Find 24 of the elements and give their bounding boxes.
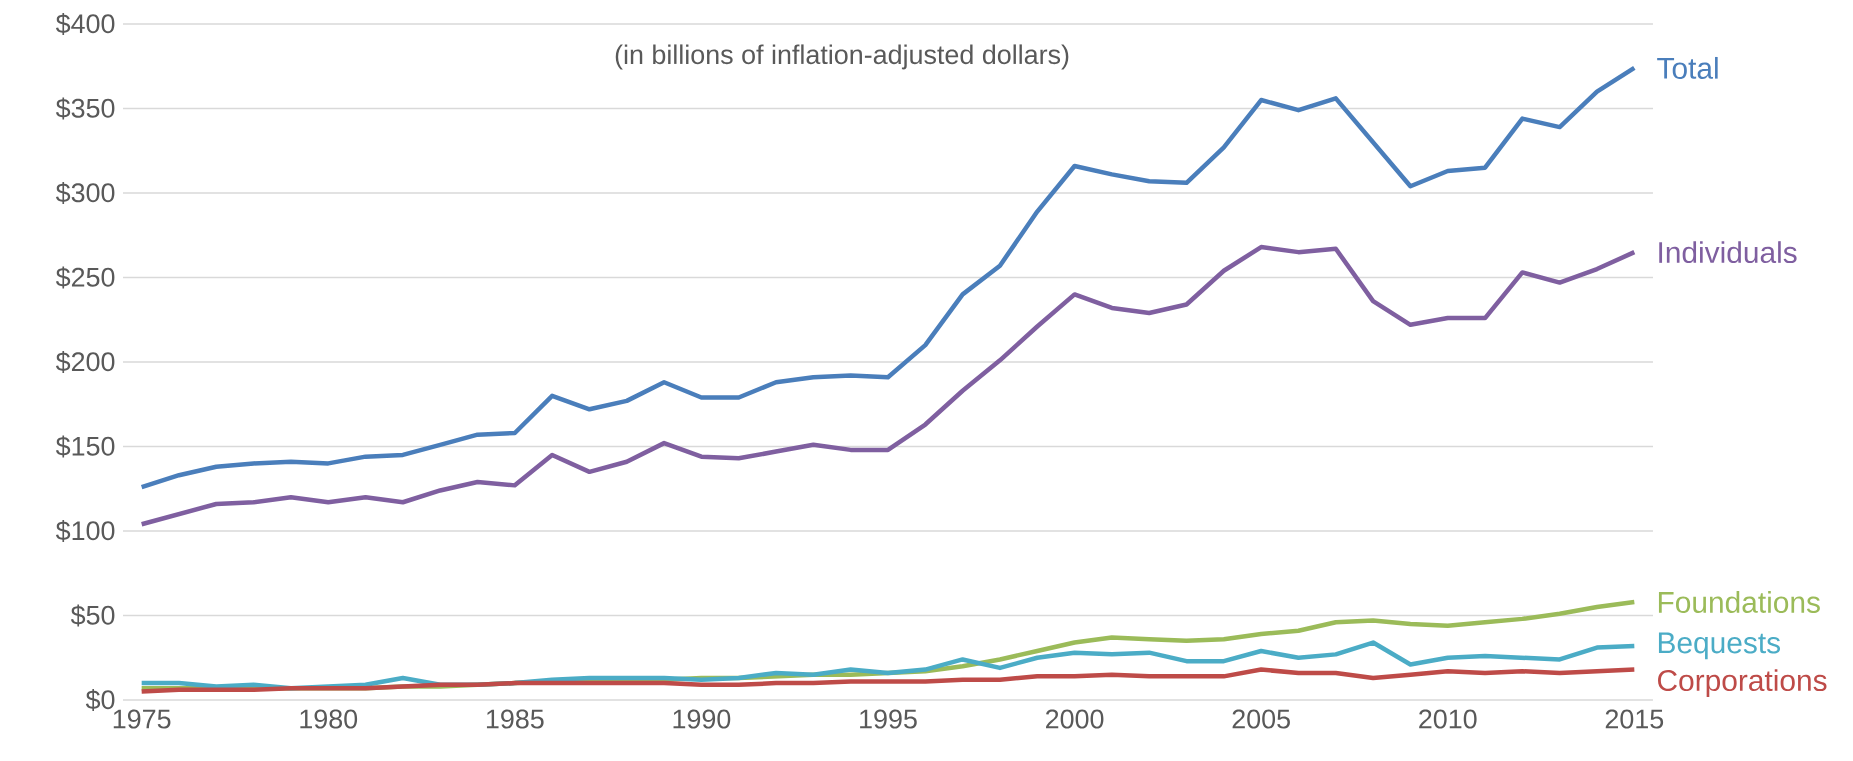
series-label: Individuals [1659, 241, 1797, 264]
x-tick-label: 2015 [1605, 709, 1664, 729]
y-tick-label: $300 [55, 182, 115, 204]
y-tick-label: $150 [55, 435, 115, 458]
y-tick-label: $50 [70, 604, 115, 627]
x-tick-label: 1980 [300, 709, 358, 729]
y-tick-label: $200 [55, 351, 115, 373]
x-tick-label: 2005 [1232, 709, 1290, 729]
x-tick-label: 2010 [1419, 709, 1477, 729]
y-tick-label: $0 [85, 689, 115, 711]
series-label: Total [1657, 56, 1718, 79]
x-tick-label: 1995 [860, 709, 917, 729]
y-tick-label: $100 [55, 520, 115, 542]
y-tick-label: $400 [55, 13, 115, 35]
x-tick-label: 1990 [673, 709, 731, 729]
y-tick-label: $250 [55, 266, 115, 289]
x-tick-label: 2000 [1046, 709, 1104, 729]
series-label: Corporations [1658, 669, 1827, 698]
text: (in billions of inflation-adjusted dollars) [615, 44, 1069, 70]
x-tick-label: 1985 [486, 709, 544, 729]
series-label: Foundations [1658, 591, 1820, 613]
x-tick-label: 1975 [113, 709, 171, 729]
y-tick-label: $350 [55, 97, 115, 120]
series-label: Bequests [1658, 632, 1781, 660]
